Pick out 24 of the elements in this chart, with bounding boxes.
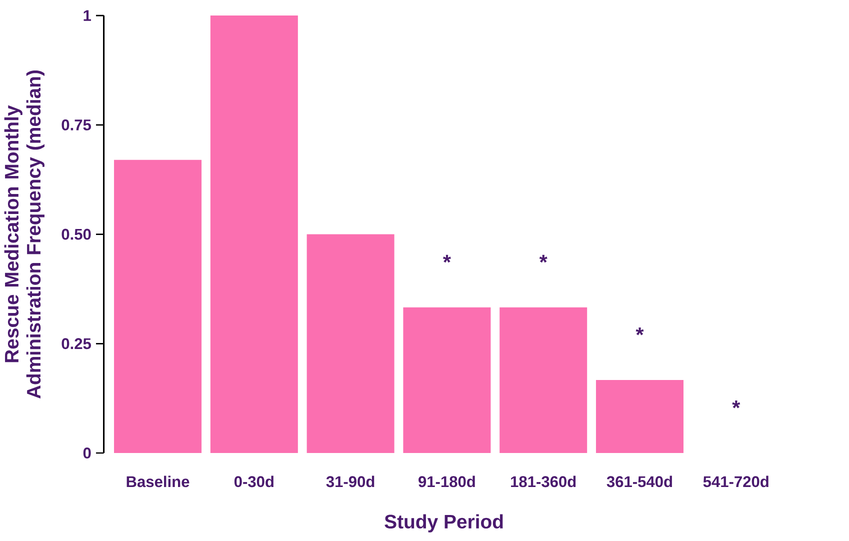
x-tick-label: 361-540d xyxy=(606,476,672,488)
y-axis-title: Rescue Medication Monthly Administration Frequency (median) xyxy=(4,70,44,399)
bar xyxy=(114,160,202,454)
x-tick-label: 0-30d xyxy=(234,476,274,488)
x-tick-label: 91-180d xyxy=(418,476,475,488)
bar xyxy=(210,16,298,454)
annotation: * xyxy=(636,328,644,336)
bar xyxy=(403,308,491,454)
x-tick-label: Baseline xyxy=(126,476,190,488)
bar xyxy=(500,308,588,454)
x-tick-label: 541-720d xyxy=(703,476,768,488)
annotation: * xyxy=(732,400,740,408)
x-tick-label: 31-90d xyxy=(326,476,374,488)
x-axis-title: Study Period xyxy=(384,514,503,533)
annotation: * xyxy=(442,255,451,263)
bar xyxy=(596,380,684,454)
annotation: * xyxy=(539,255,548,263)
y-tick-label: 0.75 xyxy=(62,120,91,131)
y-tick-label: 1 xyxy=(84,10,91,22)
y-tick-label: 0.25 xyxy=(62,338,91,350)
x-tick-label: 181-360d xyxy=(511,476,576,488)
y-tick-label: 0 xyxy=(83,448,91,459)
bar xyxy=(306,234,394,454)
y-tick-label: 0.50 xyxy=(62,229,91,240)
